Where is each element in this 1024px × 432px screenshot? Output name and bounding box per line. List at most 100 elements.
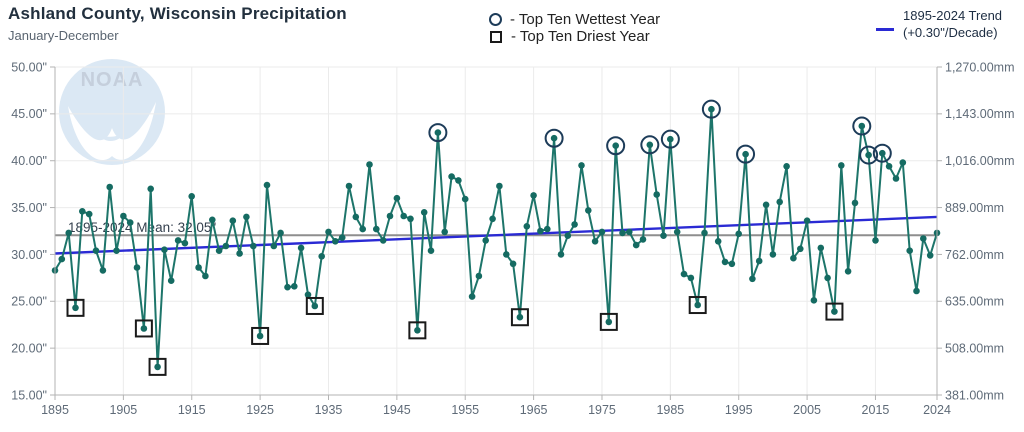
data-point-2011[interactable]: [844, 268, 852, 275]
driest-year-marker-1989[interactable]: [688, 296, 707, 315]
data-point-1980[interactable]: [632, 241, 640, 249]
data-point-2009[interactable]: [831, 308, 838, 315]
data-point-1918[interactable]: [209, 216, 216, 224]
data-point-1924[interactable]: [250, 242, 257, 250]
data-point-1907[interactable]: [133, 264, 141, 271]
data-point-1995[interactable]: [735, 230, 742, 238]
data-point-2008[interactable]: [824, 274, 831, 282]
driest-year-marker-1976[interactable]: [599, 312, 618, 331]
data-point-1965[interactable]: [530, 192, 537, 199]
data-point-1985[interactable]: [667, 135, 674, 143]
driest-year-marker-2009[interactable]: [825, 302, 844, 321]
wettest-year-marker-1985[interactable]: [660, 129, 680, 149]
data-point-1993[interactable]: [721, 258, 729, 266]
data-point-1917[interactable]: [202, 272, 209, 280]
data-point-2004[interactable]: [797, 245, 804, 253]
data-point-1977[interactable]: [612, 142, 619, 149]
data-point-1899[interactable]: [79, 208, 86, 215]
wettest-year-marker-2014[interactable]: [859, 145, 879, 165]
data-point-2018[interactable]: [892, 175, 900, 182]
data-point-1997[interactable]: [749, 275, 756, 283]
driest-year-marker-1908[interactable]: [134, 319, 153, 338]
data-point-1973[interactable]: [585, 207, 592, 214]
data-point-1950[interactable]: [427, 247, 435, 254]
wettest-year-marker-1982[interactable]: [640, 135, 660, 155]
data-point-1994[interactable]: [728, 260, 736, 268]
data-point-1947[interactable]: [407, 215, 414, 223]
wettest-year-marker-1951[interactable]: [428, 123, 448, 143]
data-point-1938[interactable]: [345, 182, 353, 190]
data-point-2007[interactable]: [817, 244, 825, 252]
data-point-1990[interactable]: [701, 229, 708, 237]
data-point-1978[interactable]: [619, 229, 626, 237]
data-point-2003[interactable]: [790, 254, 797, 262]
data-point-1999[interactable]: [762, 201, 770, 209]
data-point-1912[interactable]: [167, 277, 175, 285]
data-point-1969[interactable]: [557, 251, 565, 258]
data-point-1908[interactable]: [140, 325, 148, 332]
data-point-1963[interactable]: [516, 313, 524, 321]
data-point-2014[interactable]: [865, 151, 872, 159]
data-point-1920[interactable]: [222, 242, 230, 250]
wettest-year-marker-1996[interactable]: [736, 144, 756, 164]
data-point-1939[interactable]: [352, 213, 360, 221]
data-point-1901[interactable]: [92, 247, 100, 254]
data-point-1929[interactable]: [284, 283, 291, 291]
data-point-1956[interactable]: [468, 293, 476, 300]
data-point-1960[interactable]: [496, 182, 503, 190]
data-point-2005[interactable]: [803, 217, 811, 224]
data-point-1989[interactable]: [694, 301, 701, 309]
data-point-1898[interactable]: [72, 304, 79, 312]
data-point-1913[interactable]: [174, 237, 182, 244]
data-point-1948[interactable]: [414, 327, 421, 334]
driest-year-marker-1898[interactable]: [66, 298, 85, 317]
data-point-1949[interactable]: [420, 209, 428, 216]
driest-year-marker-1963[interactable]: [510, 308, 529, 327]
data-point-1922[interactable]: [236, 250, 243, 257]
data-point-1940[interactable]: [359, 225, 367, 233]
data-point-1951[interactable]: [434, 129, 442, 136]
data-point-1946[interactable]: [400, 212, 408, 220]
data-point-2010[interactable]: [838, 162, 845, 169]
data-point-2017[interactable]: [885, 163, 893, 170]
driest-year-marker-1933[interactable]: [305, 296, 324, 315]
data-point-1931[interactable]: [297, 244, 305, 252]
data-point-1906[interactable]: [126, 219, 134, 226]
data-point-1921[interactable]: [229, 217, 237, 224]
data-point-2019[interactable]: [899, 159, 907, 166]
data-point-1925[interactable]: [256, 332, 264, 340]
data-point-2000[interactable]: [769, 251, 777, 258]
data-point-1904[interactable]: [113, 247, 120, 254]
data-point-1983[interactable]: [653, 191, 660, 198]
data-point-1958[interactable]: [482, 237, 490, 244]
data-point-1910[interactable]: [154, 363, 161, 371]
data-point-1935[interactable]: [325, 228, 332, 236]
data-point-1952[interactable]: [441, 228, 449, 236]
data-point-1902[interactable]: [99, 267, 107, 274]
data-point-1923[interactable]: [243, 213, 250, 221]
data-point-1928[interactable]: [277, 229, 284, 237]
data-point-2021[interactable]: [913, 287, 920, 295]
data-point-1974[interactable]: [591, 238, 599, 245]
data-point-1932[interactable]: [304, 291, 312, 299]
data-point-1987[interactable]: [680, 270, 688, 278]
wettest-year-marker-1977[interactable]: [606, 136, 626, 156]
data-point-1934[interactable]: [318, 252, 326, 260]
driest-year-marker-1925[interactable]: [251, 326, 270, 345]
data-point-2002[interactable]: [783, 163, 790, 170]
data-point-1981[interactable]: [639, 236, 647, 243]
data-point-1933[interactable]: [311, 302, 319, 310]
data-point-1962[interactable]: [509, 260, 517, 268]
driest-year-marker-1948[interactable]: [408, 321, 427, 340]
data-point-1953[interactable]: [448, 173, 455, 180]
data-point-2012[interactable]: [851, 199, 859, 207]
data-point-1991[interactable]: [708, 105, 715, 113]
wettest-year-marker-2016[interactable]: [872, 143, 892, 163]
wettest-year-marker-2013[interactable]: [852, 116, 872, 136]
data-point-1896[interactable]: [58, 255, 66, 263]
data-point-1911[interactable]: [161, 246, 168, 253]
data-point-2015[interactable]: [872, 237, 879, 244]
data-point-1916[interactable]: [195, 264, 202, 271]
data-point-1961[interactable]: [503, 251, 510, 258]
wettest-year-marker-1991[interactable]: [701, 99, 721, 119]
